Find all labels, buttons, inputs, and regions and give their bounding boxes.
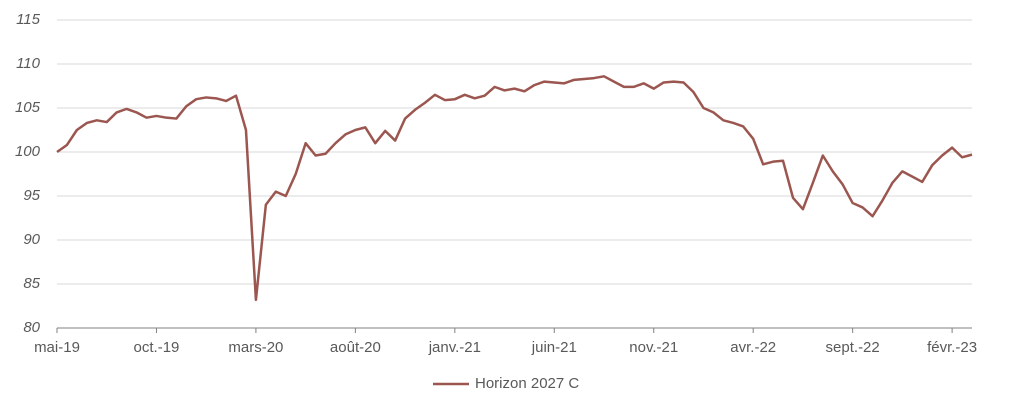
y-tick-label: 110 xyxy=(16,55,41,72)
y-tick-label: 115 xyxy=(16,11,41,28)
x-tick-label: sept.-22 xyxy=(826,339,880,356)
x-tick-label: avr.-22 xyxy=(730,339,776,356)
y-tick-label: 105 xyxy=(15,99,41,116)
y-tick-label: 85 xyxy=(23,275,40,292)
x-tick-label: nov.-21 xyxy=(629,339,678,356)
y-tick-label: 80 xyxy=(23,319,40,336)
x-tick-label: juin-21 xyxy=(531,339,577,356)
x-tick-label: oct.-19 xyxy=(134,339,180,356)
y-tick-label: 100 xyxy=(15,143,41,160)
legend-label: Horizon 2027 C xyxy=(475,375,579,392)
x-tick-label: janv.-21 xyxy=(428,339,481,356)
y-tick-label: 90 xyxy=(23,231,40,248)
x-tick-label: août-20 xyxy=(330,339,381,356)
x-tick-label: mai-19 xyxy=(34,339,80,356)
x-tick-label: mars-20 xyxy=(228,339,283,356)
x-tick-label: févr.-23 xyxy=(927,339,977,356)
y-tick-label: 95 xyxy=(23,187,40,204)
line-series xyxy=(56,75,973,302)
